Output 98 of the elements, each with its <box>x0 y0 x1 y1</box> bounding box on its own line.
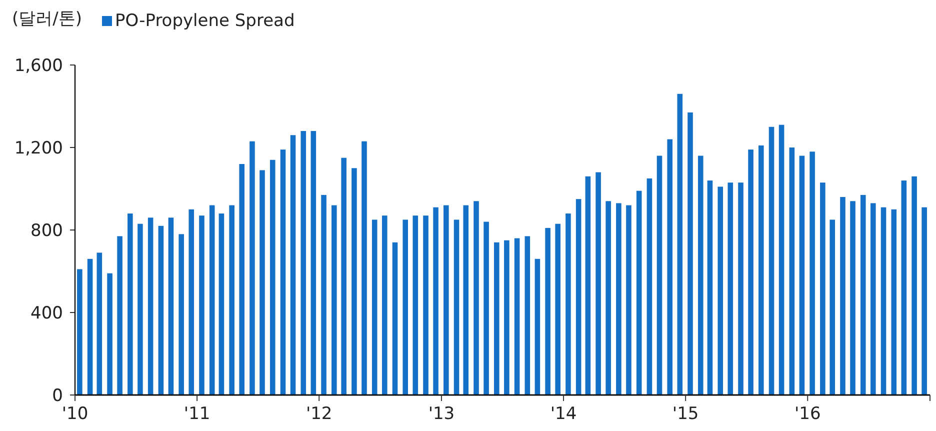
bar <box>545 228 550 395</box>
bar <box>698 156 704 395</box>
bar <box>229 205 234 395</box>
bar <box>87 258 93 395</box>
bar <box>830 220 836 395</box>
bar <box>850 201 856 395</box>
bar <box>96 252 102 395</box>
bar <box>778 124 784 395</box>
bar <box>310 131 316 395</box>
y-tick-label: 0 <box>52 386 63 406</box>
bar <box>270 160 276 395</box>
bar <box>352 168 357 395</box>
bar <box>148 218 154 395</box>
bar <box>372 220 378 395</box>
x-tick-label: '12 <box>306 404 332 424</box>
bar <box>576 199 582 395</box>
bar <box>912 176 917 395</box>
bar <box>138 224 143 395</box>
bar <box>880 207 886 395</box>
y-tick-label: 400 <box>30 304 63 324</box>
bar <box>250 141 255 395</box>
bar <box>412 216 418 395</box>
bar <box>524 236 530 395</box>
bar <box>402 220 408 395</box>
x-tick-label: '11 <box>184 404 210 424</box>
bar <box>454 220 460 395</box>
bar <box>199 216 204 395</box>
bar <box>474 201 479 395</box>
bar <box>768 126 774 395</box>
bar <box>117 236 122 395</box>
bar <box>290 135 296 395</box>
bar <box>484 222 489 395</box>
x-tick-label: '16 <box>794 404 821 424</box>
bar <box>494 242 500 395</box>
bar <box>758 145 764 395</box>
bar <box>870 203 876 395</box>
bar <box>331 205 337 395</box>
bar <box>566 214 571 395</box>
bar <box>922 207 927 395</box>
x-tick-label: '15 <box>672 404 699 424</box>
bar <box>392 242 398 395</box>
bar <box>514 238 520 395</box>
bar <box>218 214 224 395</box>
bar <box>209 205 215 395</box>
bar <box>534 258 540 395</box>
legend-item: PO-Propylene Spread <box>102 11 295 31</box>
x-tick-label: '10 <box>62 404 88 424</box>
x-tick-label: '14 <box>550 404 577 424</box>
bar <box>239 164 244 395</box>
bar <box>901 180 907 395</box>
bar <box>606 201 611 395</box>
bar <box>504 240 510 395</box>
y-tick-label: 1,200 <box>14 138 63 158</box>
bar <box>789 148 795 395</box>
bar <box>300 131 306 395</box>
bar <box>77 269 82 395</box>
bar <box>178 234 184 395</box>
bar <box>158 226 164 395</box>
bar <box>728 182 734 395</box>
bar <box>840 197 846 395</box>
bar <box>188 209 194 395</box>
bar <box>596 172 601 395</box>
bar <box>667 139 672 395</box>
bar <box>260 170 265 395</box>
bar <box>656 156 662 395</box>
bar <box>810 152 815 395</box>
bar <box>891 209 897 395</box>
bar <box>688 112 693 395</box>
bar <box>799 156 805 395</box>
bar <box>860 194 866 395</box>
y-axis-title: (달러/톤) <box>12 9 82 29</box>
bar <box>433 207 438 395</box>
bar <box>585 176 591 395</box>
y-tick-label: 1,600 <box>14 56 63 76</box>
bar <box>555 224 560 395</box>
bar <box>463 205 469 395</box>
bar <box>423 216 428 395</box>
bar <box>820 182 826 395</box>
bar <box>321 194 326 395</box>
bar <box>444 205 449 395</box>
x-tick-label: '13 <box>428 404 455 424</box>
bar <box>107 273 112 395</box>
bar <box>738 182 744 395</box>
bar <box>718 186 723 395</box>
bar <box>646 178 652 395</box>
bar <box>616 203 622 395</box>
bar <box>626 205 632 395</box>
bar <box>280 150 286 395</box>
bar <box>748 150 754 395</box>
bar <box>636 190 642 395</box>
bar <box>677 94 683 395</box>
bar <box>382 216 388 395</box>
bar <box>341 158 346 395</box>
bar <box>168 218 174 395</box>
bar <box>128 214 133 395</box>
bar <box>362 141 367 395</box>
bar <box>707 180 713 395</box>
y-tick-label: 800 <box>30 221 63 241</box>
